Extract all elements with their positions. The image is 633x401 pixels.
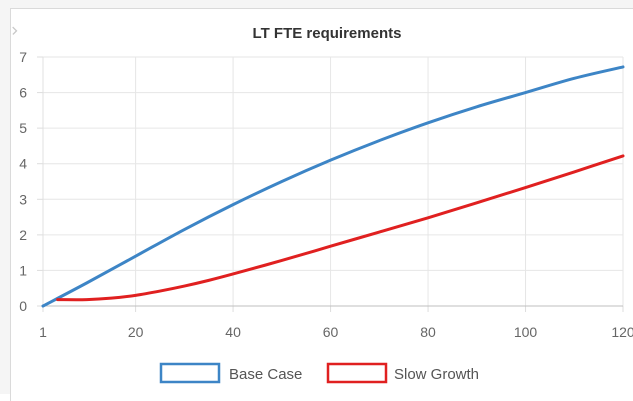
x-tick-label: 20 bbox=[128, 324, 144, 340]
x-tick-label: 100 bbox=[514, 324, 538, 340]
legend-label: Slow Growth bbox=[394, 366, 479, 383]
series-line-base-case bbox=[41, 65, 625, 308]
chart-legend[interactable]: Base Case Slow Growth bbox=[159, 362, 479, 384]
y-axis-ticks: 0 1 2 3 4 5 6 7 bbox=[19, 49, 27, 314]
x-tick-label: 40 bbox=[225, 324, 241, 340]
legend-swatch bbox=[326, 362, 388, 384]
chart-card: ⌟ bbox=[0, 8, 633, 401]
x-tick-label: 60 bbox=[323, 324, 339, 340]
y-tick-label: 7 bbox=[19, 49, 27, 65]
x-tick-label: 80 bbox=[420, 324, 436, 340]
y-tick-label: 3 bbox=[19, 191, 27, 207]
y-tick-label: 0 bbox=[19, 298, 27, 314]
x-tick-label: 120 bbox=[611, 324, 633, 340]
y-tick-label: 2 bbox=[19, 227, 27, 243]
series-line-slow-growth bbox=[56, 154, 625, 302]
x-tick-label: 1 bbox=[39, 324, 47, 340]
chart-title: LT FTE requirements bbox=[253, 25, 402, 42]
y-tick-label: 5 bbox=[19, 120, 27, 136]
legend-swatch bbox=[159, 362, 221, 384]
legend-item-base-case[interactable]: Base Case bbox=[159, 362, 302, 384]
legend-item-slow-growth[interactable]: Slow Growth bbox=[326, 362, 479, 384]
y-tick-label: 6 bbox=[19, 85, 27, 101]
y-tick-label: 1 bbox=[19, 262, 27, 278]
chart-axes bbox=[42, 57, 623, 307]
legend-label: Base Case bbox=[229, 366, 302, 383]
y-tick-label: 4 bbox=[19, 156, 27, 172]
chart-series bbox=[41, 65, 625, 308]
x-axis-ticks: 1 20 40 60 80 100 120 bbox=[39, 324, 633, 340]
